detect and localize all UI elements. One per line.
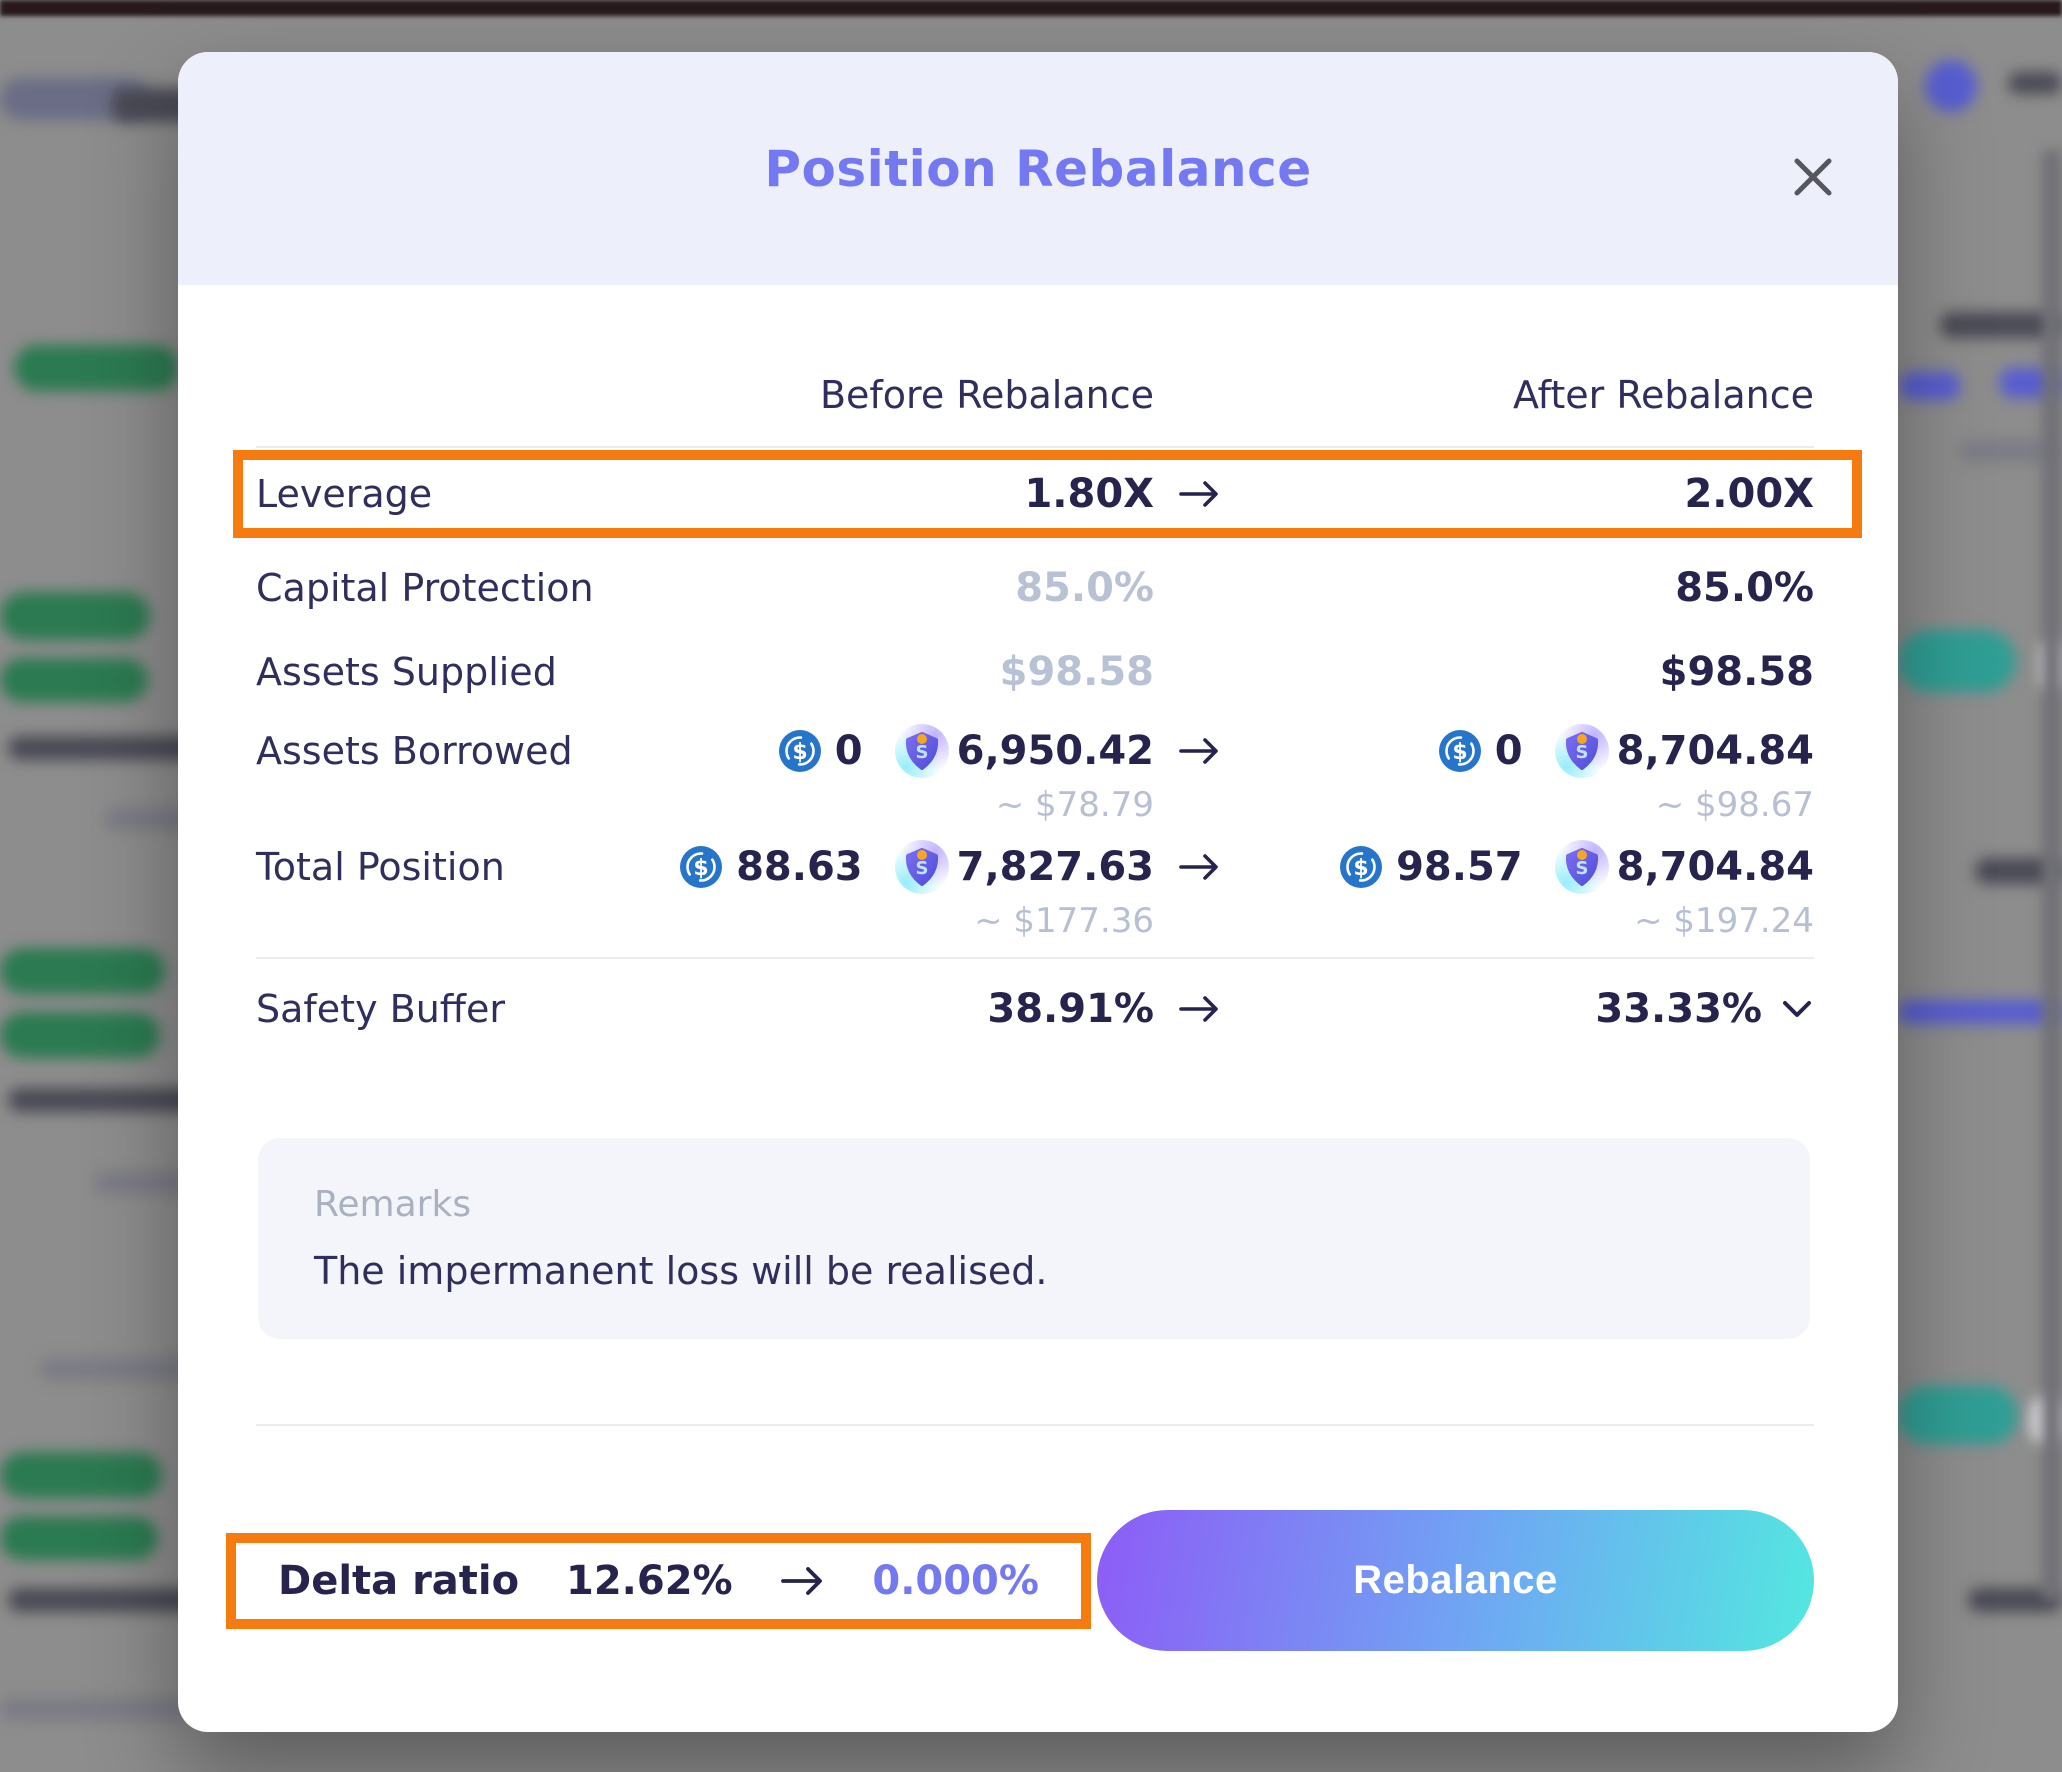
backdrop-green-pill [0, 1012, 160, 1058]
assets-borrowed-before-token: 6,950.42 [956, 728, 1154, 774]
delta-ratio-after-value: 0.000% [872, 1557, 1039, 1604]
table-top-divider [256, 446, 1814, 448]
rebalance-button[interactable]: Rebalance [1097, 1510, 1814, 1651]
backdrop-top-bar [0, 0, 2062, 16]
backdrop-line [1960, 440, 2062, 462]
leverage-before-value: 1.80X [1024, 471, 1154, 517]
position-rebalance-modal: Position Rebalance Before Rebalance Afte… [178, 52, 1898, 1732]
assets-supplied-before-value: $98.58 [999, 649, 1154, 695]
arrow-right-icon [1179, 996, 1218, 1022]
safety-buffer-row: Safety Buffer 38.91% 33.33% [256, 969, 1814, 1049]
total-position-after-usdc: 98.57 [1396, 844, 1523, 890]
safety-buffer-after-value: 33.33% [1595, 986, 1762, 1032]
svg-text:S: S [915, 858, 928, 879]
total-position-after-usd: ~ $197.24 [1634, 901, 1814, 941]
assets-supplied-label: Assets Supplied [256, 650, 557, 694]
safety-buffer-expand-toggle[interactable] [1780, 997, 1814, 1021]
assets-borrowed-after-usd: ~ $98.67 [1655, 785, 1814, 825]
backdrop-green-pill [0, 658, 148, 702]
modal-title: Position Rebalance [764, 139, 1312, 198]
modal-header: Position Rebalance [178, 52, 1898, 285]
backdrop-teal-pill [1898, 630, 2016, 692]
backdrop-teal-pill [1898, 1386, 2018, 1444]
close-button[interactable] [1783, 147, 1843, 207]
total-position-before-token: 7,827.63 [956, 844, 1154, 890]
leverage-after-value: 2.00X [1684, 471, 1814, 517]
capital-protection-after-value: 85.0% [1675, 565, 1814, 611]
assets-borrowed-after-usdc: 0 [1494, 728, 1523, 774]
assets-borrowed-before-usd: ~ $78.79 [995, 785, 1154, 825]
backdrop-blue-dot [1925, 60, 1977, 112]
total-position-after-token: 8,704.84 [1616, 844, 1814, 890]
backdrop-green-pill [0, 592, 150, 640]
svg-text:S: S [1575, 858, 1588, 879]
arrow-right-icon [1179, 854, 1218, 880]
modal-body: Before Rebalance After Rebalance Leverag… [226, 285, 1862, 1732]
stoken-icon: S [1554, 840, 1609, 894]
usdc-icon: $ [778, 730, 821, 772]
remarks-label: Remarks [314, 1184, 472, 1225]
backdrop-green-pill [0, 1452, 162, 1498]
arrow-right-icon [781, 1566, 823, 1595]
stoken-icon: S [1554, 724, 1609, 778]
total-position-label: Total Position [256, 845, 505, 889]
usdc-icon: $ [1438, 730, 1481, 772]
after-rebalance-header: After Rebalance [1512, 373, 1814, 417]
assets-borrowed-before-usdc: 0 [834, 728, 863, 774]
rebalance-button-label: Rebalance [1353, 1558, 1558, 1602]
arrow-right-icon [1179, 738, 1218, 764]
svg-text:$: $ [1353, 856, 1368, 881]
svg-text:S: S [1575, 742, 1588, 763]
svg-text:S: S [915, 742, 928, 763]
backdrop-green-pill [14, 345, 179, 391]
backdrop-edge [2042, 150, 2062, 1600]
capital-protection-label: Capital Protection [256, 566, 594, 610]
total-position-before-usd: ~ $177.36 [974, 901, 1154, 941]
backdrop-green-pill [0, 1516, 158, 1560]
backdrop-green-pill [0, 948, 165, 994]
remarks-text: The impermanent loss will be realised. [314, 1249, 1048, 1293]
svg-text:$: $ [693, 856, 708, 881]
chevron-down-icon [1783, 1001, 1811, 1017]
footer-divider [256, 1424, 1814, 1426]
safety-buffer-before-value: 38.91% [987, 986, 1154, 1032]
safety-buffer-divider [256, 957, 1814, 959]
backdrop-indigo-pill [1900, 372, 1960, 400]
leverage-row-highlighted: Leverage 1.80X 2.00X [233, 450, 1862, 538]
assets-supplied-after-value: $98.58 [1659, 649, 1814, 695]
backdrop-line [0, 1698, 190, 1720]
assets-supplied-row: Assets Supplied $98.58 $98.58 [256, 627, 1814, 717]
stoken-icon: S [894, 840, 949, 894]
usdc-icon: $ [680, 846, 723, 888]
assets-borrowed-after-token: 8,704.84 [1616, 728, 1814, 774]
backdrop-line [2008, 72, 2062, 94]
before-rebalance-header: Before Rebalance [819, 373, 1154, 417]
backdrop-indigo-pill [1898, 1000, 2062, 1024]
capital-protection-before-value: 85.0% [1015, 565, 1154, 611]
delta-ratio-highlighted: Delta ratio 12.62% 0.000% [226, 1532, 1091, 1629]
close-icon [1794, 158, 1832, 196]
usdc-icon: $ [1340, 846, 1383, 888]
backdrop-line [1940, 312, 2062, 338]
safety-buffer-label: Safety Buffer [256, 987, 505, 1031]
assets-borrowed-row: Assets Borrowed $ 0 [256, 721, 1814, 841]
remarks-box: Remarks The impermanent loss will be rea… [258, 1138, 1810, 1339]
svg-text:$: $ [792, 740, 807, 765]
backdrop-line [40, 1358, 220, 1380]
assets-borrowed-label: Assets Borrowed [256, 729, 573, 773]
total-position-row: Total Position $ 88.63 [256, 837, 1814, 957]
arrow-right-icon [1179, 481, 1218, 507]
svg-text:$: $ [1452, 740, 1467, 765]
total-position-before-usdc: 88.63 [736, 844, 863, 890]
leverage-label: Leverage [256, 472, 433, 516]
delta-ratio-before-value: 12.62% [566, 1557, 733, 1604]
delta-ratio-label: Delta ratio [278, 1557, 520, 1604]
column-headers-row: Before Rebalance After Rebalance [256, 371, 1814, 419]
modal-footer: Delta ratio 12.62% 0.000% Rebalance [226, 1510, 1814, 1651]
capital-protection-row: Capital Protection 85.0% 85.0% [256, 543, 1814, 633]
stoken-icon: S [894, 724, 949, 778]
